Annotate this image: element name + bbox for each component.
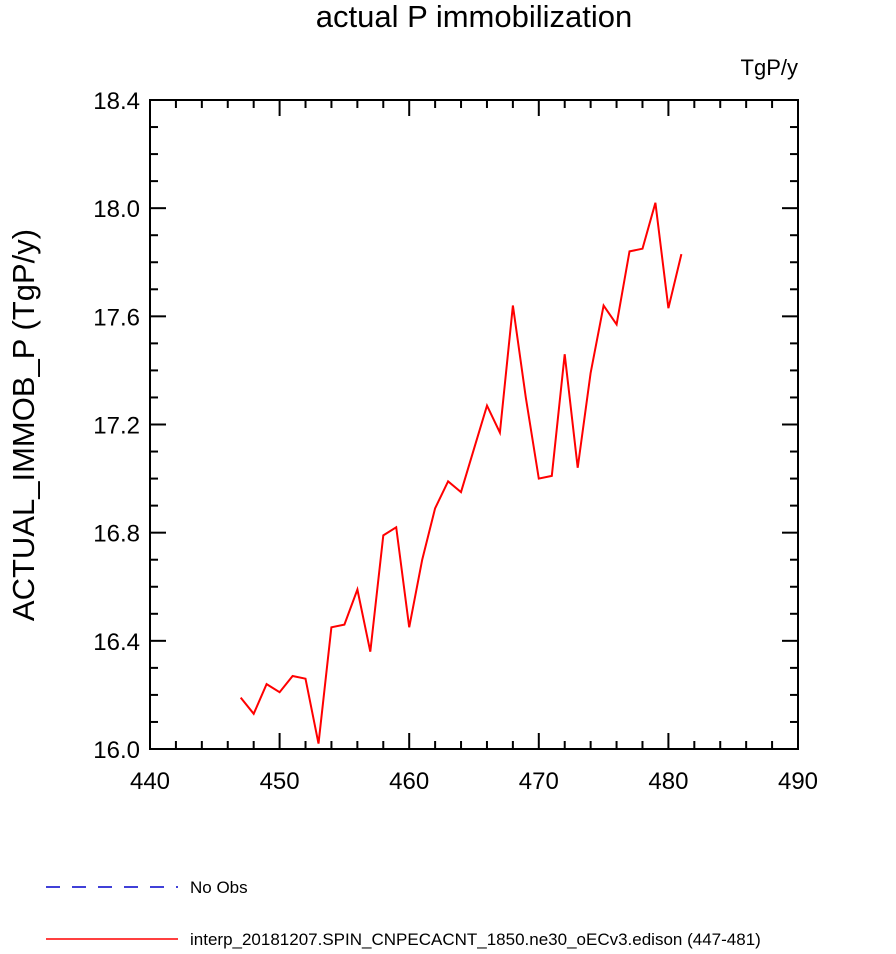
x-tick-label: 480 [648,768,688,795]
x-tick-label: 470 [519,768,559,795]
axis-tick-labels: 440 450 460 470 480 490 16.0 16.4 16.8 17.2 17.6 18… [93,88,818,795]
x-tick-label: 450 [260,768,300,795]
x-tick-label: 490 [778,768,818,795]
x-tick-label: 440 [130,768,170,795]
series-line [239,202,683,744]
x-tick-label: 460 [389,768,429,795]
legend: No Obs interp_20181207.SPIN_CNPECACNT_185… [46,878,761,949]
y-axis-label: ACTUAL_IMMOB_P (TgP/y) [6,229,41,621]
y-tick-label: 17.6 [93,304,140,331]
y-tick-label: 16.4 [93,629,140,656]
y-tick-label: 18.4 [93,88,140,115]
y-tick-label: 16.8 [93,521,140,548]
chart-title: actual P immobilization [316,0,632,34]
y-tick-label: 17.2 [93,413,140,440]
y-tick-label: 18.0 [93,196,140,223]
legend-label: No Obs [190,878,248,897]
y-tick-label: 16.0 [93,737,140,764]
plot-frame [149,99,799,750]
units-label: TgP/y [741,55,798,80]
legend-label: interp_20181207.SPIN_CNPECACNT_1850.ne30… [190,930,761,949]
series-group [239,202,683,744]
axis-ticks [149,99,799,750]
